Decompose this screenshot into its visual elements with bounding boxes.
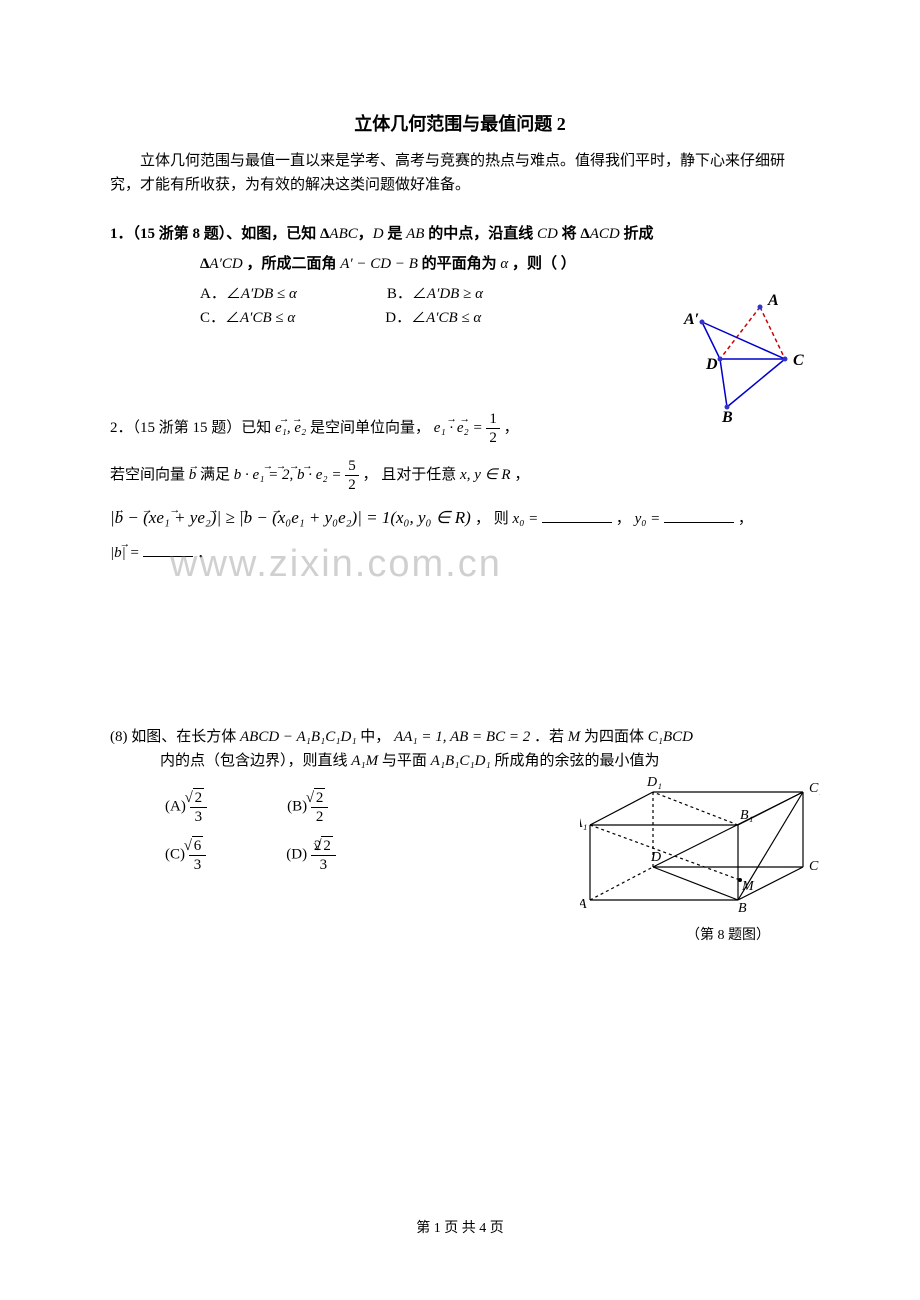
- page-footer: 第 1 页 共 4 页: [0, 1218, 920, 1240]
- q8-cd: 3: [189, 856, 207, 874]
- q8-dn-inner: 2: [323, 838, 331, 854]
- q2-52n: 5: [345, 457, 359, 476]
- q1-m7: CD: [537, 226, 558, 242]
- q2-label: 2．（15 浙第 15 题）已知: [110, 420, 275, 436]
- q2-l2a: 若空间向量: [110, 467, 189, 483]
- q8-bn-inner: 2: [316, 790, 324, 806]
- svg-text:C₁: C₁: [809, 781, 820, 796]
- q2-l2m: 满足: [200, 467, 234, 483]
- q1-t4: 将 Δ: [558, 226, 590, 242]
- q1-m5: AB: [406, 226, 424, 242]
- q2-x0: x₀ =: [513, 511, 543, 527]
- q2-l3b: ， 则: [475, 511, 513, 527]
- svg-text:C: C: [809, 859, 819, 874]
- svg-text:A′: A′: [683, 311, 699, 328]
- q1-optA-m: A′DB ≤ α: [241, 286, 297, 302]
- q1-l2c: ，所成二面角: [243, 256, 341, 272]
- q8-a1m: A₁M: [351, 753, 378, 769]
- q1-m1: ABC: [329, 226, 357, 242]
- q8-sub2: 与平面: [382, 753, 431, 769]
- q2-xy: x, y ∈ R: [460, 467, 511, 483]
- q1-m9: ACD: [590, 226, 620, 242]
- q8-abcd: ABCD − A₁B₁C₁D₁: [240, 729, 357, 745]
- svg-text:D: D: [650, 850, 661, 865]
- q2-half-d: 2: [486, 429, 500, 447]
- q1-m3: D: [373, 226, 384, 242]
- q8-label: (8) 如图、在长方体: [110, 729, 240, 745]
- q1-t2: 是: [384, 226, 407, 242]
- q1-optB: B．∠: [387, 286, 427, 302]
- q8-figure: A B C D A₁ B₁ C₁ D₁ M: [580, 770, 820, 930]
- q1-optC: C．∠: [200, 310, 240, 326]
- q2-52d: 2: [345, 476, 359, 494]
- svg-text:B₁: B₁: [740, 808, 753, 823]
- svg-text:C: C: [793, 352, 804, 369]
- q1-optD-m: A′CB ≤ α: [426, 310, 481, 326]
- q8-cn-inner: 6: [194, 838, 202, 854]
- intro-text: 立体几何范围与最值一直以来是学考、高考与竞赛的热点与难点。值得我们平时，静下心来…: [110, 149, 810, 197]
- q1-l2d: A′ − CD − B: [340, 256, 418, 272]
- q2-c3: ，: [616, 511, 635, 527]
- q1-l2e: 的平面角为: [418, 256, 501, 272]
- q2-c1: ，: [504, 420, 519, 436]
- problem-2: 2．（15 浙第 15 题）已知 → →e₁, e₂ 是空间单位向量， → →e…: [110, 410, 810, 565]
- q2-c2: ，: [514, 467, 529, 483]
- svg-text:A₁: A₁: [580, 816, 587, 831]
- q2-m1: 是空间单位向量，: [310, 420, 430, 436]
- q2-blank2: [664, 508, 734, 523]
- svg-text:A: A: [580, 897, 587, 912]
- q8-m3: 为四面体: [584, 729, 648, 745]
- q8-m1: 中，: [360, 729, 390, 745]
- q1-t1: ，: [358, 226, 373, 242]
- q1-optD: D．∠: [385, 310, 426, 326]
- svg-text:A: A: [767, 292, 779, 309]
- q1-optA: A．∠: [200, 286, 241, 302]
- q8-caption: （第 8 题图）: [686, 925, 770, 947]
- q8-an-inner: 2: [195, 790, 203, 806]
- q2-c4: ，: [738, 511, 753, 527]
- svg-text:M: M: [741, 879, 755, 894]
- q1-t5: 折成: [620, 226, 654, 242]
- q1-optB-m: A′DB ≥ α: [427, 286, 483, 302]
- q8-c1bcd: C₁BCD: [648, 729, 693, 745]
- q8-aa: AA₁ = 1, AB = BC = 2: [394, 729, 530, 745]
- svg-text:B: B: [738, 901, 747, 916]
- q8-optD: (D): [286, 846, 311, 862]
- q8-m2: ．若: [534, 729, 568, 745]
- q1-label: 1．（15 浙第 8 题）、如图，已知 Δ: [110, 226, 329, 242]
- q2-half-n: 1: [486, 410, 500, 429]
- q2-l2p: ， 且对于任意: [363, 467, 461, 483]
- q2-y0: y₀ =: [635, 511, 665, 527]
- q8-bd: 2: [311, 808, 329, 826]
- watermark: www.zixin.com.cn: [170, 534, 502, 595]
- problem-1: 1．（15 浙第 8 题）、如图，已知 ΔABC，D 是 AB 的中点，沿直线 …: [110, 222, 810, 330]
- q8-M: M: [568, 729, 581, 745]
- problem-8: (8) 如图、在长方体 ABCD − A₁B₁C₁D₁ 中， AA₁ = 1, …: [110, 725, 810, 874]
- q8-plane: A₁B₁C₁D₁: [431, 753, 491, 769]
- q1-t3: 的中点，沿直线: [424, 226, 537, 242]
- svg-text:D: D: [705, 356, 718, 373]
- q1-l2g: ，则（ ）: [508, 256, 576, 272]
- q8-dd: 3: [311, 856, 336, 874]
- q2-blank1: [542, 508, 612, 523]
- q1-optC-m: A′CB ≤ α: [240, 310, 295, 326]
- q8-sub3: 所成角的余弦的最小值为: [494, 753, 659, 769]
- page-title: 立体几何范围与最值问题 2: [110, 110, 810, 139]
- q8-ad: 3: [190, 808, 208, 826]
- q8-sub: 内的点（包含边界），则直线: [160, 753, 351, 769]
- q1-l2a: Δ: [200, 256, 209, 272]
- q1-l2b: A′CD: [209, 256, 242, 272]
- svg-text:D₁: D₁: [646, 775, 662, 790]
